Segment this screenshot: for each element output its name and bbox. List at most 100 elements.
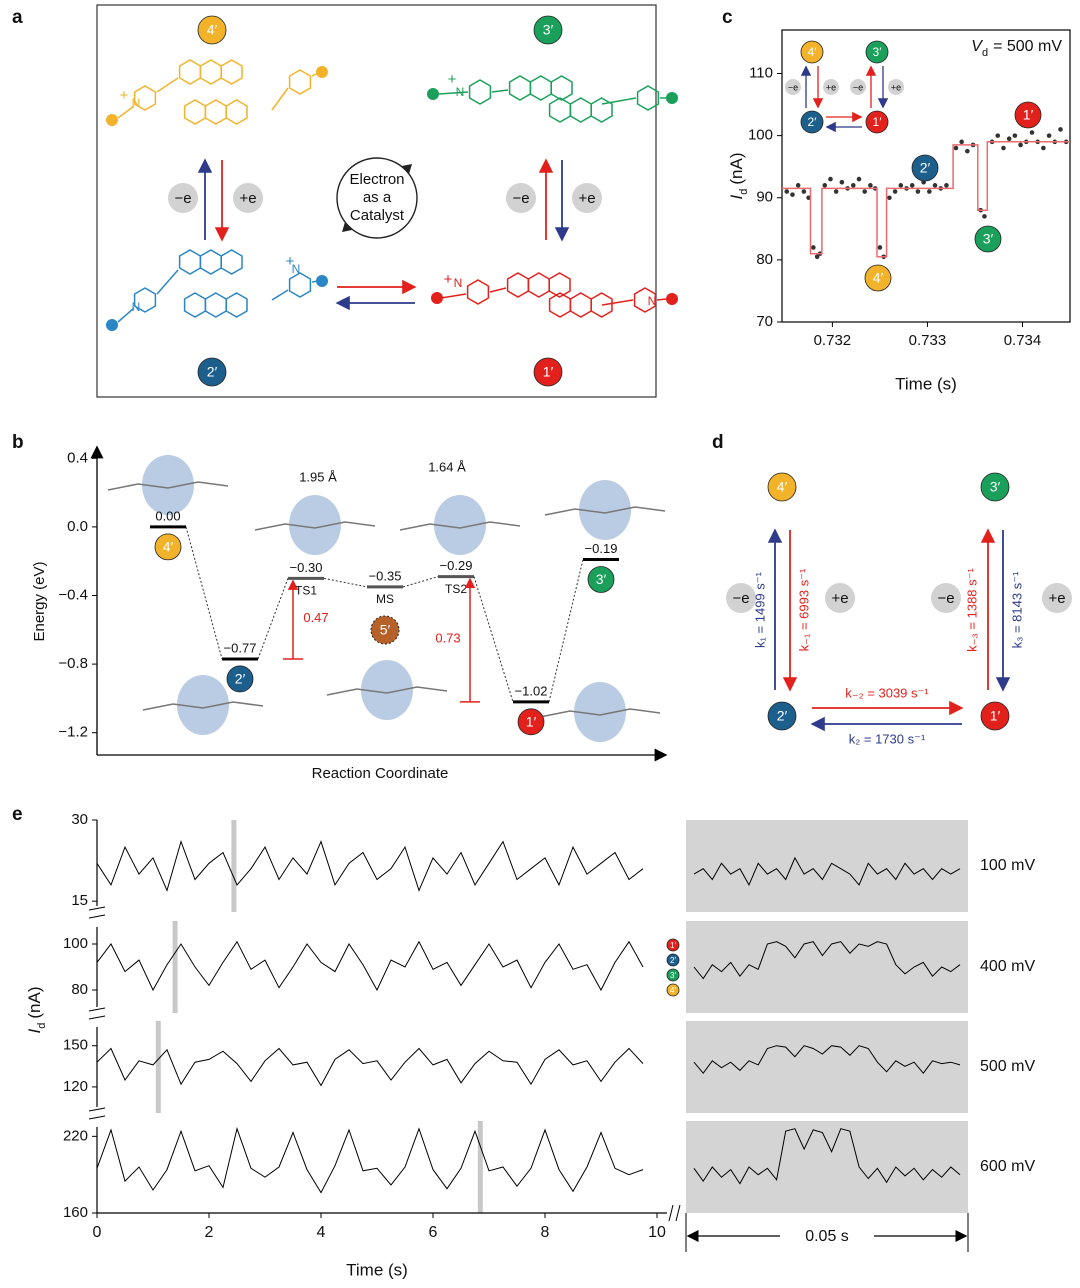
bond — [271, 289, 289, 301]
state-marker — [865, 40, 889, 64]
state-label: 1′ — [543, 364, 554, 380]
state-marker — [154, 533, 182, 561]
redox-bubble — [931, 583, 961, 613]
state-label: 4′ — [163, 539, 174, 555]
redox-bubble — [506, 183, 536, 213]
y-tick-label: −0.8 — [58, 655, 88, 672]
y-tick-label: 100 — [748, 127, 773, 144]
molecule-ring — [569, 292, 592, 318]
state-marker — [980, 472, 1010, 502]
data-point — [959, 139, 964, 145]
catalyst-text: Catalyst — [350, 207, 405, 224]
redox-bubble — [850, 79, 866, 95]
data-point — [915, 189, 921, 194]
terminal-dot — [316, 66, 328, 78]
zoom-window — [172, 921, 178, 1013]
state-label: 4′ — [207, 22, 218, 38]
bond — [440, 293, 467, 299]
rate-label: k₋₃ = 1388 s⁻¹ — [964, 567, 979, 651]
redox-bubble — [785, 79, 801, 95]
terminal-dot — [431, 292, 443, 304]
voltage-label: 100 mV — [980, 857, 1035, 874]
value-label: −0.19 — [585, 541, 618, 556]
x-tick-label: 4 — [317, 1224, 326, 1241]
state-marker — [666, 983, 680, 997]
state-marker — [517, 708, 545, 736]
molecule-skeleton — [326, 686, 448, 696]
value-label: −0.29 — [440, 558, 473, 573]
terminal-dot — [427, 88, 439, 100]
state-label: 4′ — [873, 270, 884, 286]
state-marker — [800, 40, 824, 64]
x-tick-label: 0.734 — [1004, 332, 1042, 349]
text-part: I — [727, 194, 746, 199]
data-point — [828, 176, 833, 182]
state-label: 3′ — [990, 479, 1001, 495]
y-tick-label: −1.2 — [58, 724, 88, 741]
chart-title: Vd = 500 mV — [971, 38, 1062, 59]
redox-label: +e — [891, 82, 901, 92]
zoom-trace — [693, 856, 961, 887]
molecule-ring — [178, 59, 202, 85]
data-point — [814, 254, 820, 260]
zoom-window — [155, 1021, 161, 1113]
data-point — [965, 148, 970, 154]
state-label: 3′ — [983, 231, 994, 247]
bond — [656, 298, 667, 301]
catalyst-text: Electron — [349, 171, 404, 188]
panel-letter: e — [12, 804, 23, 825]
data-point — [833, 189, 839, 194]
state-label: 2′ — [920, 160, 931, 176]
data-point — [995, 133, 1001, 138]
bond — [601, 299, 634, 306]
y-tick-label: 80 — [756, 251, 773, 268]
redox-label: +e — [831, 590, 848, 607]
state-label: 4′ — [670, 986, 676, 995]
text-part: V — [971, 38, 983, 55]
molecule-ring — [288, 69, 312, 95]
state-label: 1′ — [1023, 107, 1034, 123]
state-label: 4′ — [777, 479, 788, 495]
y-tick-label: 80 — [71, 981, 88, 998]
catalyst-text: as a — [363, 189, 392, 206]
data-point — [839, 179, 845, 185]
redox-bubble — [726, 583, 756, 613]
y-tick-label: 0.0 — [67, 518, 88, 535]
rate-label: k₋₁ = 6993 s⁻¹ — [796, 568, 811, 651]
cycle-head — [342, 222, 352, 232]
molecule-ring — [548, 272, 571, 298]
rate-label: k₂ = 1730 s⁻¹ — [849, 731, 926, 746]
zoom-trace — [693, 1128, 961, 1185]
text-part: d — [982, 47, 988, 59]
molecule-ring — [633, 287, 657, 313]
state-marker — [197, 357, 227, 387]
state-label: 2′ — [808, 115, 818, 129]
text-part: d — [36, 1023, 48, 1029]
redox-label: −e — [512, 190, 529, 207]
y-tick-label: 110 — [749, 64, 773, 81]
zoom-trace — [693, 941, 961, 980]
data-point — [887, 195, 892, 201]
data-point — [856, 176, 862, 182]
data-point — [862, 189, 867, 194]
state-marker — [767, 701, 797, 731]
data-point — [822, 183, 828, 188]
data-point — [1001, 145, 1006, 151]
molecule-ring — [133, 287, 157, 313]
axis-break — [88, 1107, 106, 1120]
atom-label: N — [292, 262, 301, 276]
molecule-ring — [183, 99, 207, 125]
molecule-ring — [508, 75, 532, 101]
data-point — [909, 183, 915, 188]
barrier-label: 0.47 — [303, 610, 328, 625]
y-axis-label: Energy (eV) — [31, 561, 48, 641]
redox-bubble — [825, 583, 855, 613]
atom-label: N — [648, 294, 657, 308]
state-label: 1′ — [670, 941, 676, 950]
panel-letter: b — [12, 432, 24, 453]
zoom-window — [477, 1121, 483, 1213]
voltage-label: 600 mV — [980, 1158, 1035, 1175]
level-label: MS — [376, 592, 394, 606]
molecule-cloud — [434, 495, 486, 555]
data-point — [1018, 142, 1023, 148]
